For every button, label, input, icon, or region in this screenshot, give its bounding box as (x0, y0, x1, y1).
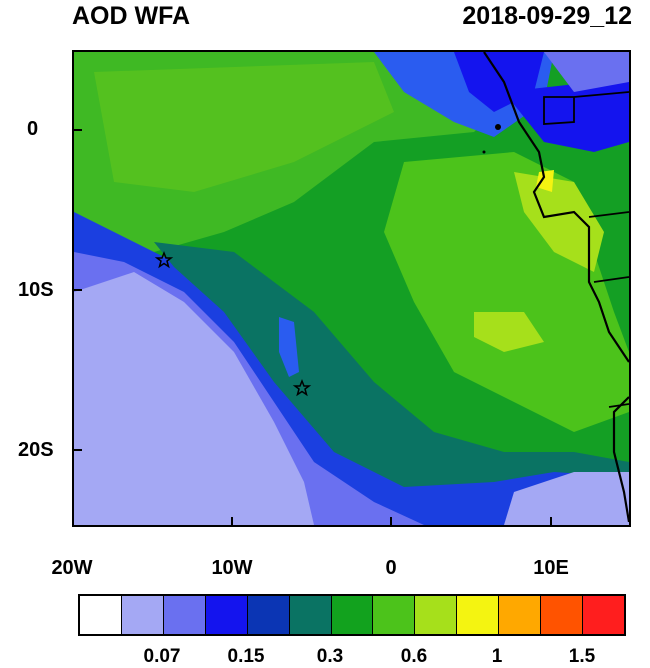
star-marker-1 (154, 250, 174, 269)
colorbar-swatch-12 (583, 596, 624, 634)
colorbar-label-0.6: 0.6 (400, 646, 428, 667)
colorbar-label-1: 1 (491, 646, 503, 667)
y-tick-0: 0 (27, 118, 39, 140)
colorbar-swatch-1 (121, 596, 164, 634)
aod-colorbar (78, 594, 626, 636)
aod-map (72, 50, 631, 527)
y-tick-10s: 10S (18, 279, 54, 301)
x-tick-0: 0 (385, 557, 397, 579)
tick-mark-x-10e (550, 517, 552, 527)
colorbar-swatch-11 (541, 596, 584, 634)
x-tick-10e: 10E (533, 557, 569, 579)
colorbar-swatch-7 (373, 596, 416, 634)
colorbar-swatch-9 (457, 596, 500, 634)
plot-title: AOD WFA (72, 2, 191, 30)
colorbar-label-0.15: 0.15 (227, 646, 265, 667)
x-tick-10w: 10W (211, 557, 253, 579)
colorbar-swatch-0 (80, 596, 122, 634)
tick-mark-y-10s (72, 289, 82, 291)
x-tick-20w: 20W (51, 557, 93, 579)
colorbar-swatch-5 (289, 596, 332, 634)
colorbar-label-0.07: 0.07 (143, 646, 181, 667)
tick-mark-y-20s (72, 449, 82, 451)
colorbar-swatch-3 (205, 596, 248, 634)
colorbar-label-0.3: 0.3 (316, 646, 344, 667)
tick-mark-x-0 (390, 517, 392, 527)
colorbar-swatch-10 (499, 596, 542, 634)
tick-mark-y-0 (72, 129, 82, 131)
colorbar-swatch-6 (331, 596, 374, 634)
colorbar-swatch-2 (163, 596, 206, 634)
y-tick-20s: 20S (18, 439, 54, 461)
plot-datetime: 2018-09-29_12 (462, 2, 632, 30)
colorbar-swatch-4 (247, 596, 290, 634)
colorbar-swatch-8 (415, 596, 458, 634)
star-marker-2 (292, 378, 312, 397)
tick-mark-x-10w (231, 517, 233, 527)
colorbar-label-1.5: 1.5 (568, 646, 596, 667)
